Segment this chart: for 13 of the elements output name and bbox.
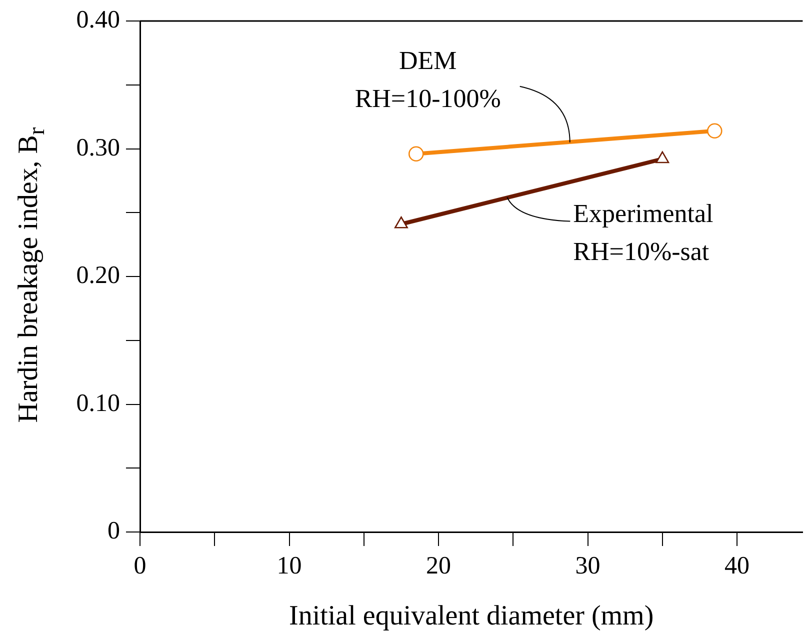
annotation: DEM RH=10-100%	[354, 46, 501, 114]
x-tick-label: 10	[276, 552, 302, 580]
x-tick-label: 30	[575, 552, 600, 580]
x-tick-label: 40	[724, 552, 750, 580]
annotation: Experimental RH=10%-sat	[573, 199, 714, 266]
x-axis-title: Initial equivalent diameter (mm)	[289, 600, 654, 632]
y-tick-label: 0.20	[76, 262, 120, 290]
x-tick-label: 0	[134, 552, 146, 580]
y-tick-label: 0	[108, 518, 120, 545]
x-tick-label: 20	[426, 552, 452, 580]
y-tick-label: 0.30	[76, 134, 120, 162]
y-tick-label: 0.10	[76, 390, 120, 417]
y-tick-label: 0.40	[76, 6, 120, 34]
